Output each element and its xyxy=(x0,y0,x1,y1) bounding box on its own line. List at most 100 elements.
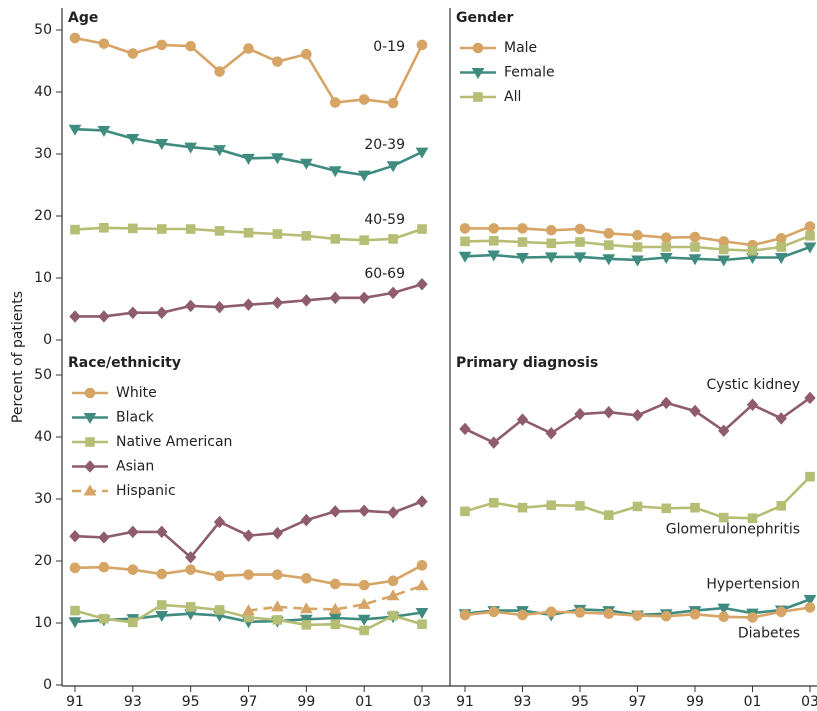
marker xyxy=(185,40,196,52)
marker xyxy=(98,38,110,49)
legend-label: White xyxy=(116,385,157,401)
x-tick-label: 03 xyxy=(801,694,817,710)
series-label: Diabetes xyxy=(738,626,800,642)
marker xyxy=(127,48,139,59)
marker xyxy=(300,294,313,307)
marker xyxy=(517,223,528,234)
panel-title: Primary diagnosis xyxy=(456,355,598,371)
marker xyxy=(603,228,615,239)
marker xyxy=(84,387,96,399)
marker xyxy=(214,66,225,77)
marker xyxy=(804,602,816,613)
marker xyxy=(156,39,168,51)
marker xyxy=(415,147,429,159)
marker xyxy=(156,306,168,319)
marker xyxy=(156,525,168,539)
panel-title: Gender xyxy=(456,10,513,26)
marker xyxy=(545,427,557,440)
marker xyxy=(271,296,284,310)
marker xyxy=(603,608,615,620)
x-tick-label: 93 xyxy=(124,694,142,710)
marker xyxy=(689,231,701,243)
marker xyxy=(603,240,614,250)
series-label: 60-69 xyxy=(364,266,405,282)
marker xyxy=(387,97,399,109)
marker xyxy=(272,615,283,625)
marker xyxy=(242,604,255,616)
x-tick-label: 01 xyxy=(355,694,373,710)
panel-title: Race/ethnicity xyxy=(68,355,181,371)
marker xyxy=(460,236,470,247)
legend-label: Hispanic xyxy=(116,483,176,499)
marker xyxy=(185,564,196,575)
marker xyxy=(301,231,312,241)
marker xyxy=(184,299,197,313)
marker xyxy=(775,606,787,618)
legend-label: Asian xyxy=(116,459,154,475)
marker xyxy=(357,597,371,609)
marker xyxy=(631,255,644,267)
y-tick-label: 40 xyxy=(34,84,52,100)
series-label: Cystic kidney xyxy=(706,377,800,393)
marker xyxy=(242,298,255,311)
marker xyxy=(99,222,109,233)
marker xyxy=(488,236,499,246)
marker xyxy=(98,310,110,323)
marker xyxy=(602,254,616,266)
marker xyxy=(661,242,672,252)
marker xyxy=(155,138,169,150)
marker xyxy=(128,223,138,234)
marker xyxy=(185,602,196,612)
marker xyxy=(243,227,254,238)
marker xyxy=(416,560,428,571)
marker xyxy=(214,570,225,582)
marker xyxy=(213,515,226,529)
marker xyxy=(718,512,729,523)
marker xyxy=(460,506,470,517)
marker xyxy=(803,594,817,606)
marker xyxy=(487,250,501,262)
marker xyxy=(329,578,341,590)
marker xyxy=(213,300,226,314)
marker xyxy=(546,238,557,249)
series-line xyxy=(464,475,811,520)
legend-label: Male xyxy=(504,40,537,56)
marker xyxy=(660,396,672,410)
marker xyxy=(330,619,341,630)
marker xyxy=(488,436,500,449)
marker xyxy=(85,437,95,447)
marker xyxy=(184,142,198,154)
marker xyxy=(272,569,283,580)
marker xyxy=(127,306,139,319)
marker xyxy=(718,611,730,623)
marker xyxy=(271,526,284,540)
marker xyxy=(68,124,82,136)
marker xyxy=(573,252,587,264)
marker xyxy=(459,609,471,621)
marker xyxy=(271,153,284,165)
marker xyxy=(98,531,110,544)
marker xyxy=(127,525,139,539)
marker xyxy=(660,610,672,622)
marker xyxy=(689,404,701,418)
marker xyxy=(155,611,169,623)
marker xyxy=(243,569,254,580)
marker xyxy=(388,234,398,244)
marker xyxy=(574,607,586,618)
marker xyxy=(718,244,729,255)
marker xyxy=(416,39,428,51)
marker xyxy=(156,600,167,610)
marker xyxy=(632,229,643,241)
marker xyxy=(328,613,342,625)
marker xyxy=(359,625,369,636)
marker xyxy=(776,242,787,252)
marker xyxy=(358,579,370,591)
y-tick-label: 10 xyxy=(34,270,52,286)
x-tick-label: 91 xyxy=(66,694,84,710)
marker xyxy=(747,513,758,524)
marker xyxy=(803,242,817,254)
marker xyxy=(631,409,644,422)
marker xyxy=(545,224,557,236)
